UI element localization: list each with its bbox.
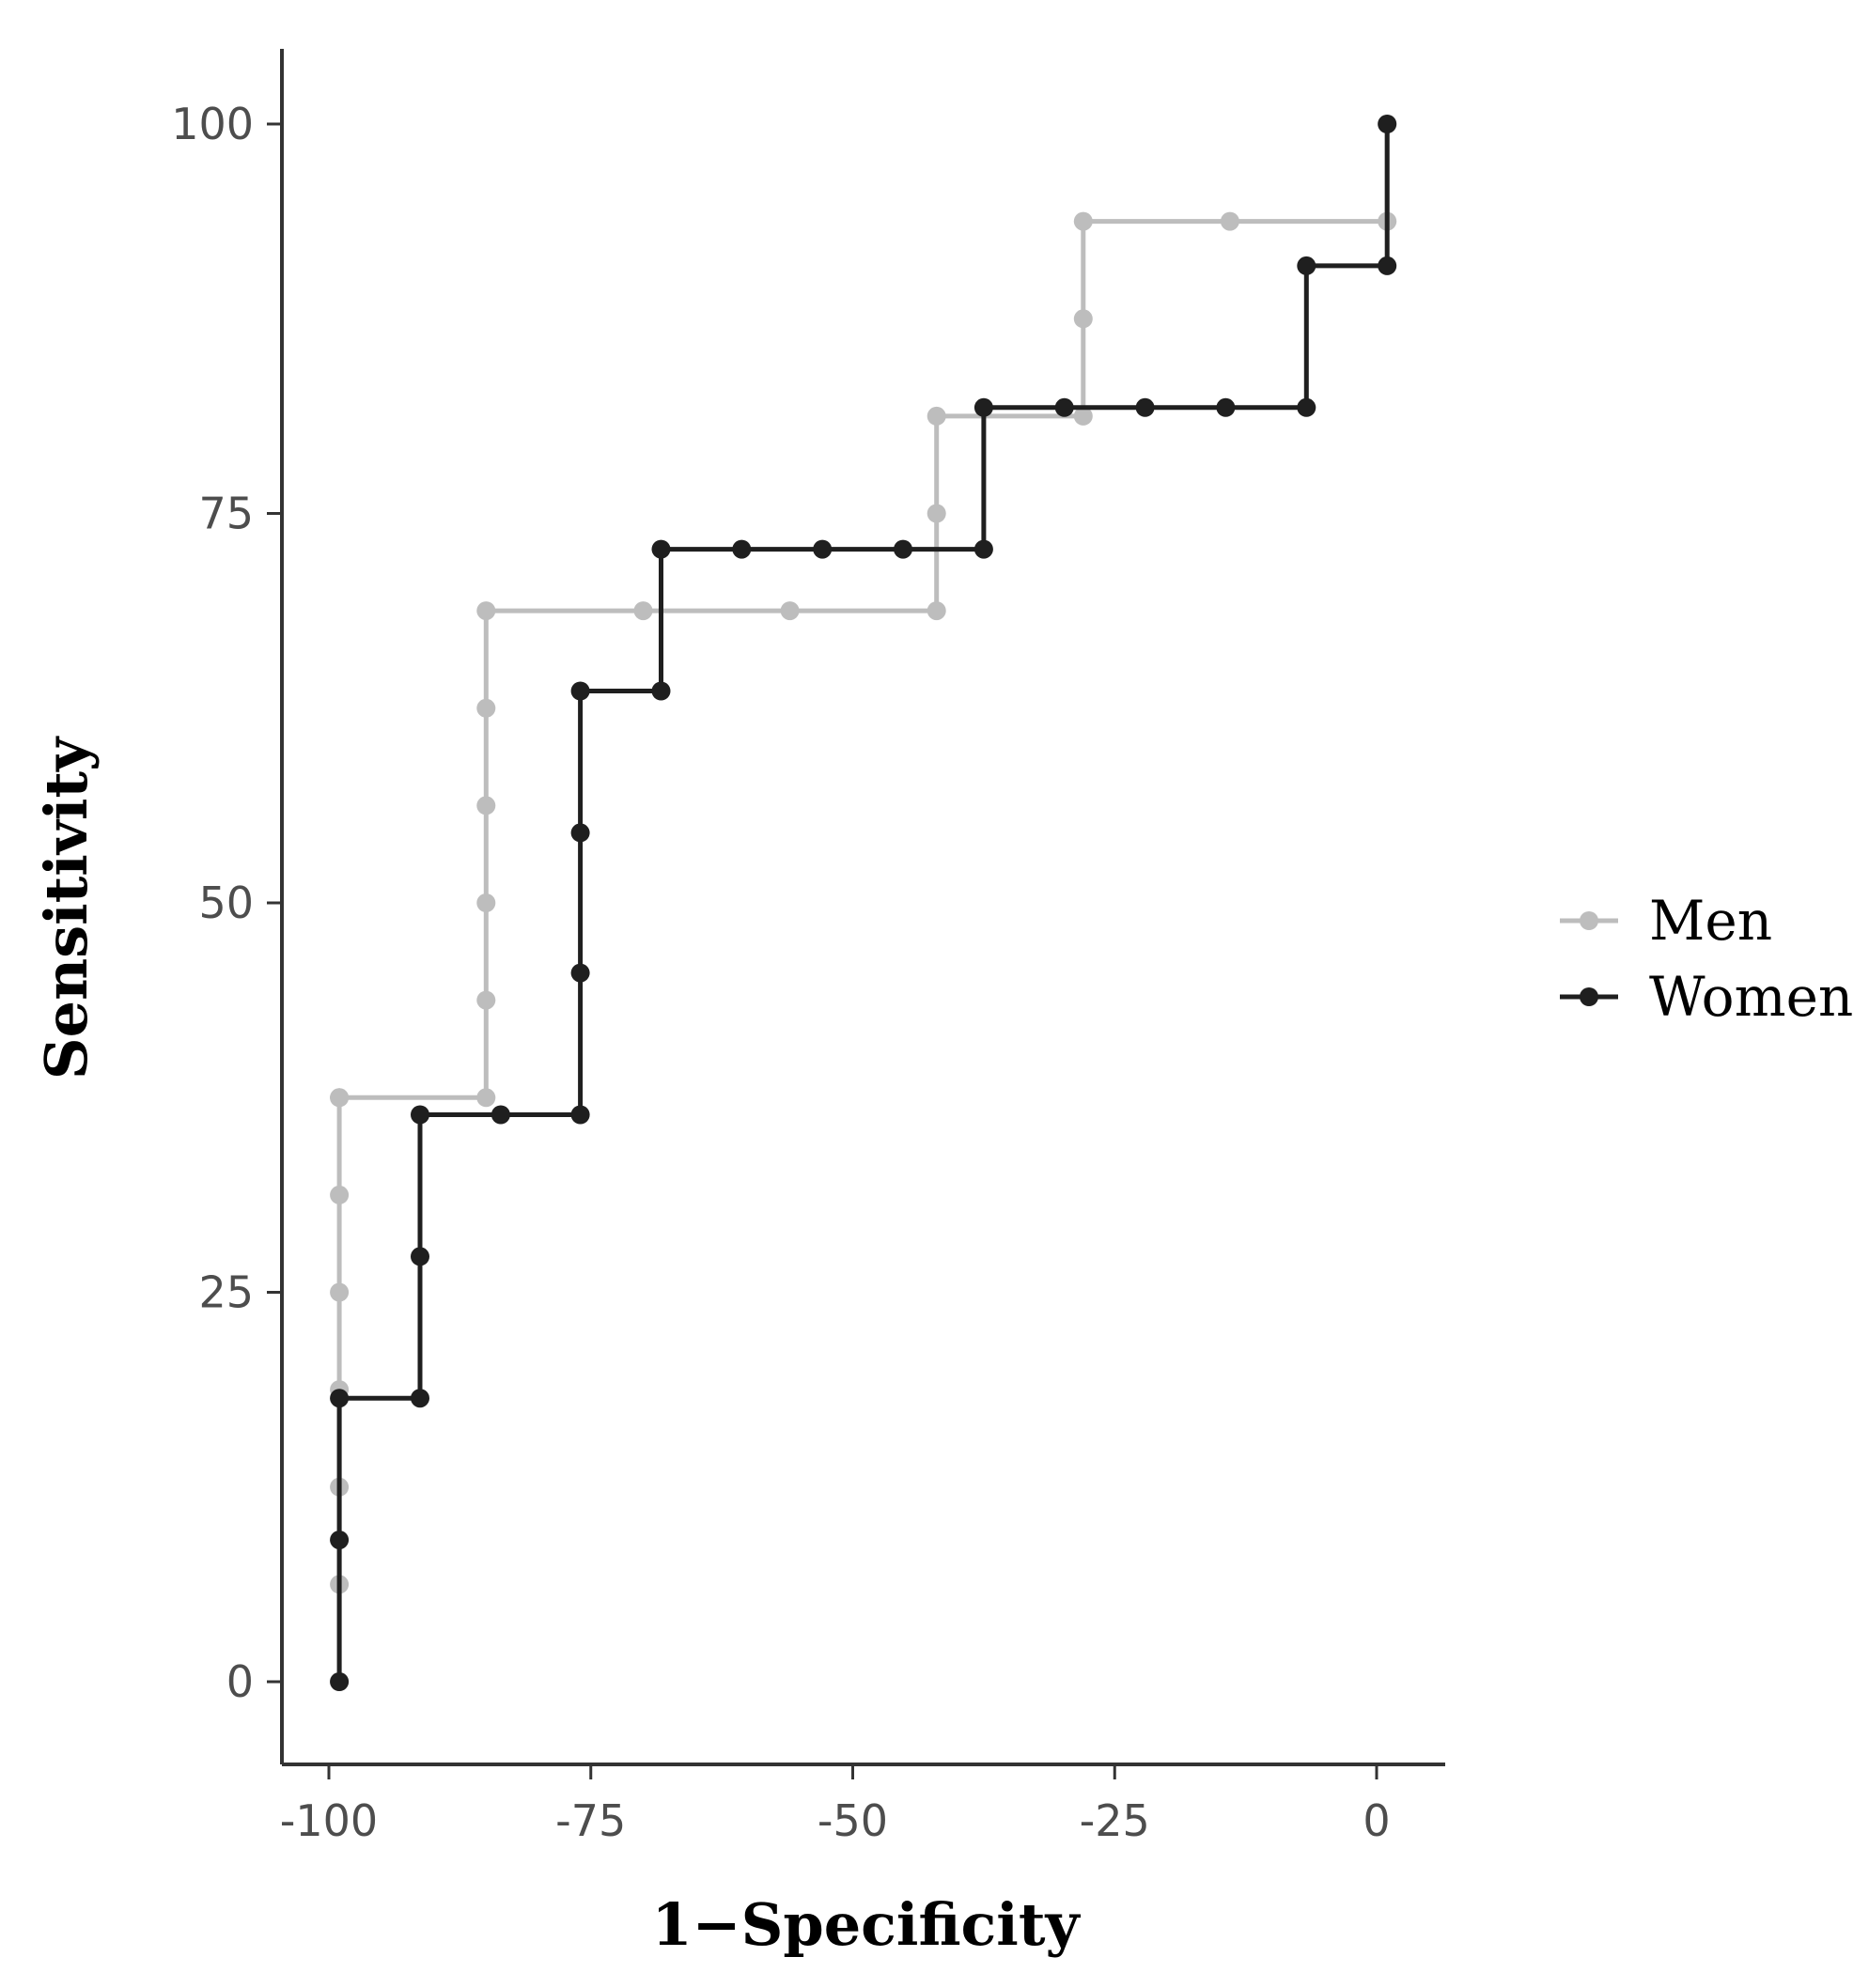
men-point [330, 1185, 350, 1204]
x-tick-label: -75 [555, 1795, 626, 1846]
men-point [1073, 406, 1093, 426]
y-tick-label: 75 [198, 489, 254, 539]
women-point [1297, 397, 1316, 417]
men-point [330, 1088, 350, 1108]
y-tick-label: 25 [198, 1267, 254, 1318]
women-point [1216, 397, 1236, 417]
men-point [330, 1282, 350, 1302]
men-point [633, 601, 653, 621]
women-point [651, 681, 671, 701]
legend: Men Women [1560, 889, 1853, 1029]
men-point [927, 601, 946, 621]
women-point [491, 1105, 510, 1125]
legend-women-marker [1580, 987, 1598, 1006]
x-tick-label: 0 [1363, 1795, 1390, 1846]
women-point [973, 539, 993, 559]
men-point [476, 601, 496, 621]
women-point [570, 1105, 590, 1125]
women-point [330, 1530, 350, 1550]
legend-women-label: Women [1649, 965, 1853, 1029]
legend-men-marker [1580, 911, 1598, 930]
women-point [330, 1389, 350, 1408]
women-point [894, 539, 912, 559]
women-point [330, 1672, 350, 1691]
women-point [1378, 256, 1397, 275]
women-point [651, 539, 671, 559]
series-women [330, 115, 1397, 1691]
men-point [1073, 211, 1093, 231]
y-tick-label: 50 [198, 878, 254, 928]
men-point [476, 698, 496, 718]
women-point [570, 681, 590, 701]
women-point [1378, 115, 1397, 133]
women-point [411, 1105, 429, 1125]
women-point [973, 397, 993, 417]
women-point [411, 1389, 429, 1408]
men-point [927, 504, 946, 523]
y-tick-label: 100 [171, 99, 254, 149]
legend-men-label: Men [1649, 889, 1772, 953]
men-line [336, 124, 1390, 1682]
women-point [570, 823, 590, 843]
women-point [570, 963, 590, 983]
men-point [476, 893, 496, 912]
women-point [732, 539, 752, 559]
women-point [1135, 397, 1155, 417]
women-point [1297, 256, 1316, 275]
y-axis-title: Sensitivity [32, 736, 101, 1079]
men-point [1220, 211, 1239, 231]
x-tick-label: -25 [1080, 1795, 1150, 1846]
men-point [476, 990, 496, 1010]
men-point [476, 1088, 496, 1108]
men-point [1073, 309, 1093, 329]
women-line [336, 124, 1390, 1682]
men-point [780, 601, 800, 621]
series-men [330, 115, 1397, 1691]
women-point [411, 1247, 429, 1266]
x-tick-label: -100 [280, 1795, 378, 1846]
men-point [476, 796, 496, 815]
x-axis-title: 1−Specificity [651, 1890, 1081, 1959]
women-point [1054, 397, 1074, 417]
y-tick-label: 0 [226, 1656, 254, 1707]
men-point [927, 406, 946, 426]
women-point [813, 539, 833, 559]
x-tick-label: -50 [818, 1795, 888, 1846]
